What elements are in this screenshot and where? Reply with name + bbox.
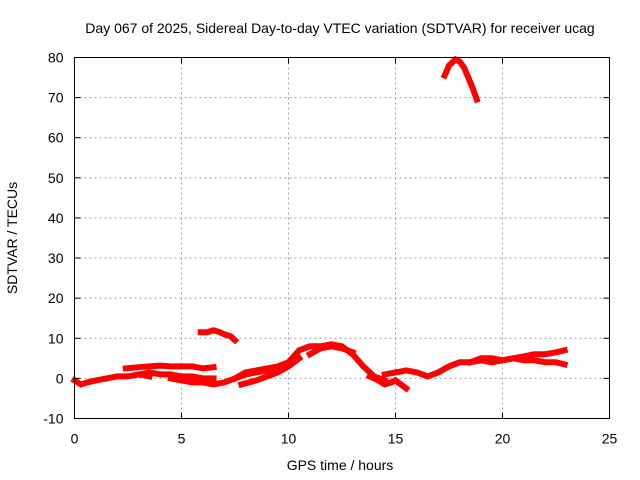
series-arc-1 bbox=[70, 371, 153, 388]
y-tick-label: 50 bbox=[48, 170, 64, 186]
x-tick-label: 25 bbox=[602, 431, 618, 447]
data-series bbox=[70, 55, 569, 393]
x-tick-labels: 0 5 10 15 20 25 bbox=[71, 431, 618, 447]
y-tick-label: 10 bbox=[48, 330, 64, 346]
y-axis-label: SDTVAR / TECUs bbox=[4, 182, 20, 294]
x-axis-label: GPS time / hours bbox=[287, 457, 394, 473]
y-tick-label: 80 bbox=[48, 50, 64, 66]
plot-frame bbox=[74, 57, 610, 419]
x-tick-label: 0 bbox=[71, 431, 79, 447]
x-tick-label: 20 bbox=[495, 431, 511, 447]
series-arc-11 bbox=[466, 355, 569, 369]
x-tick-label: 15 bbox=[388, 431, 404, 447]
y-tick-labels: -10 0 10 20 30 40 50 60 70 80 bbox=[43, 50, 63, 427]
series-arc-5 bbox=[197, 327, 240, 345]
series-arc-12 bbox=[440, 55, 481, 104]
x-tick-label: 5 bbox=[178, 431, 186, 447]
series-arc-8 bbox=[305, 343, 357, 359]
series-arc-9 bbox=[365, 372, 411, 393]
series-arc-3 bbox=[135, 369, 217, 382]
y-tick-label: 20 bbox=[48, 290, 64, 306]
y-tick-label: 30 bbox=[48, 250, 64, 266]
series-arc-7 bbox=[237, 354, 304, 389]
y-tick-label: 70 bbox=[48, 90, 64, 106]
axis-ticks bbox=[74, 57, 610, 419]
x-tick-label: 10 bbox=[281, 431, 297, 447]
y-tick-label: 40 bbox=[48, 210, 64, 226]
y-tick-label: 0 bbox=[56, 370, 64, 386]
series-arc-2 bbox=[122, 362, 217, 372]
y-tick-label: -10 bbox=[43, 411, 63, 427]
series-arc-6 bbox=[230, 341, 389, 385]
y-tick-label: 60 bbox=[48, 130, 64, 146]
grid-lines bbox=[74, 57, 610, 419]
chart-title: Day 067 of 2025, Sidereal Day-to-day VTE… bbox=[85, 20, 594, 36]
